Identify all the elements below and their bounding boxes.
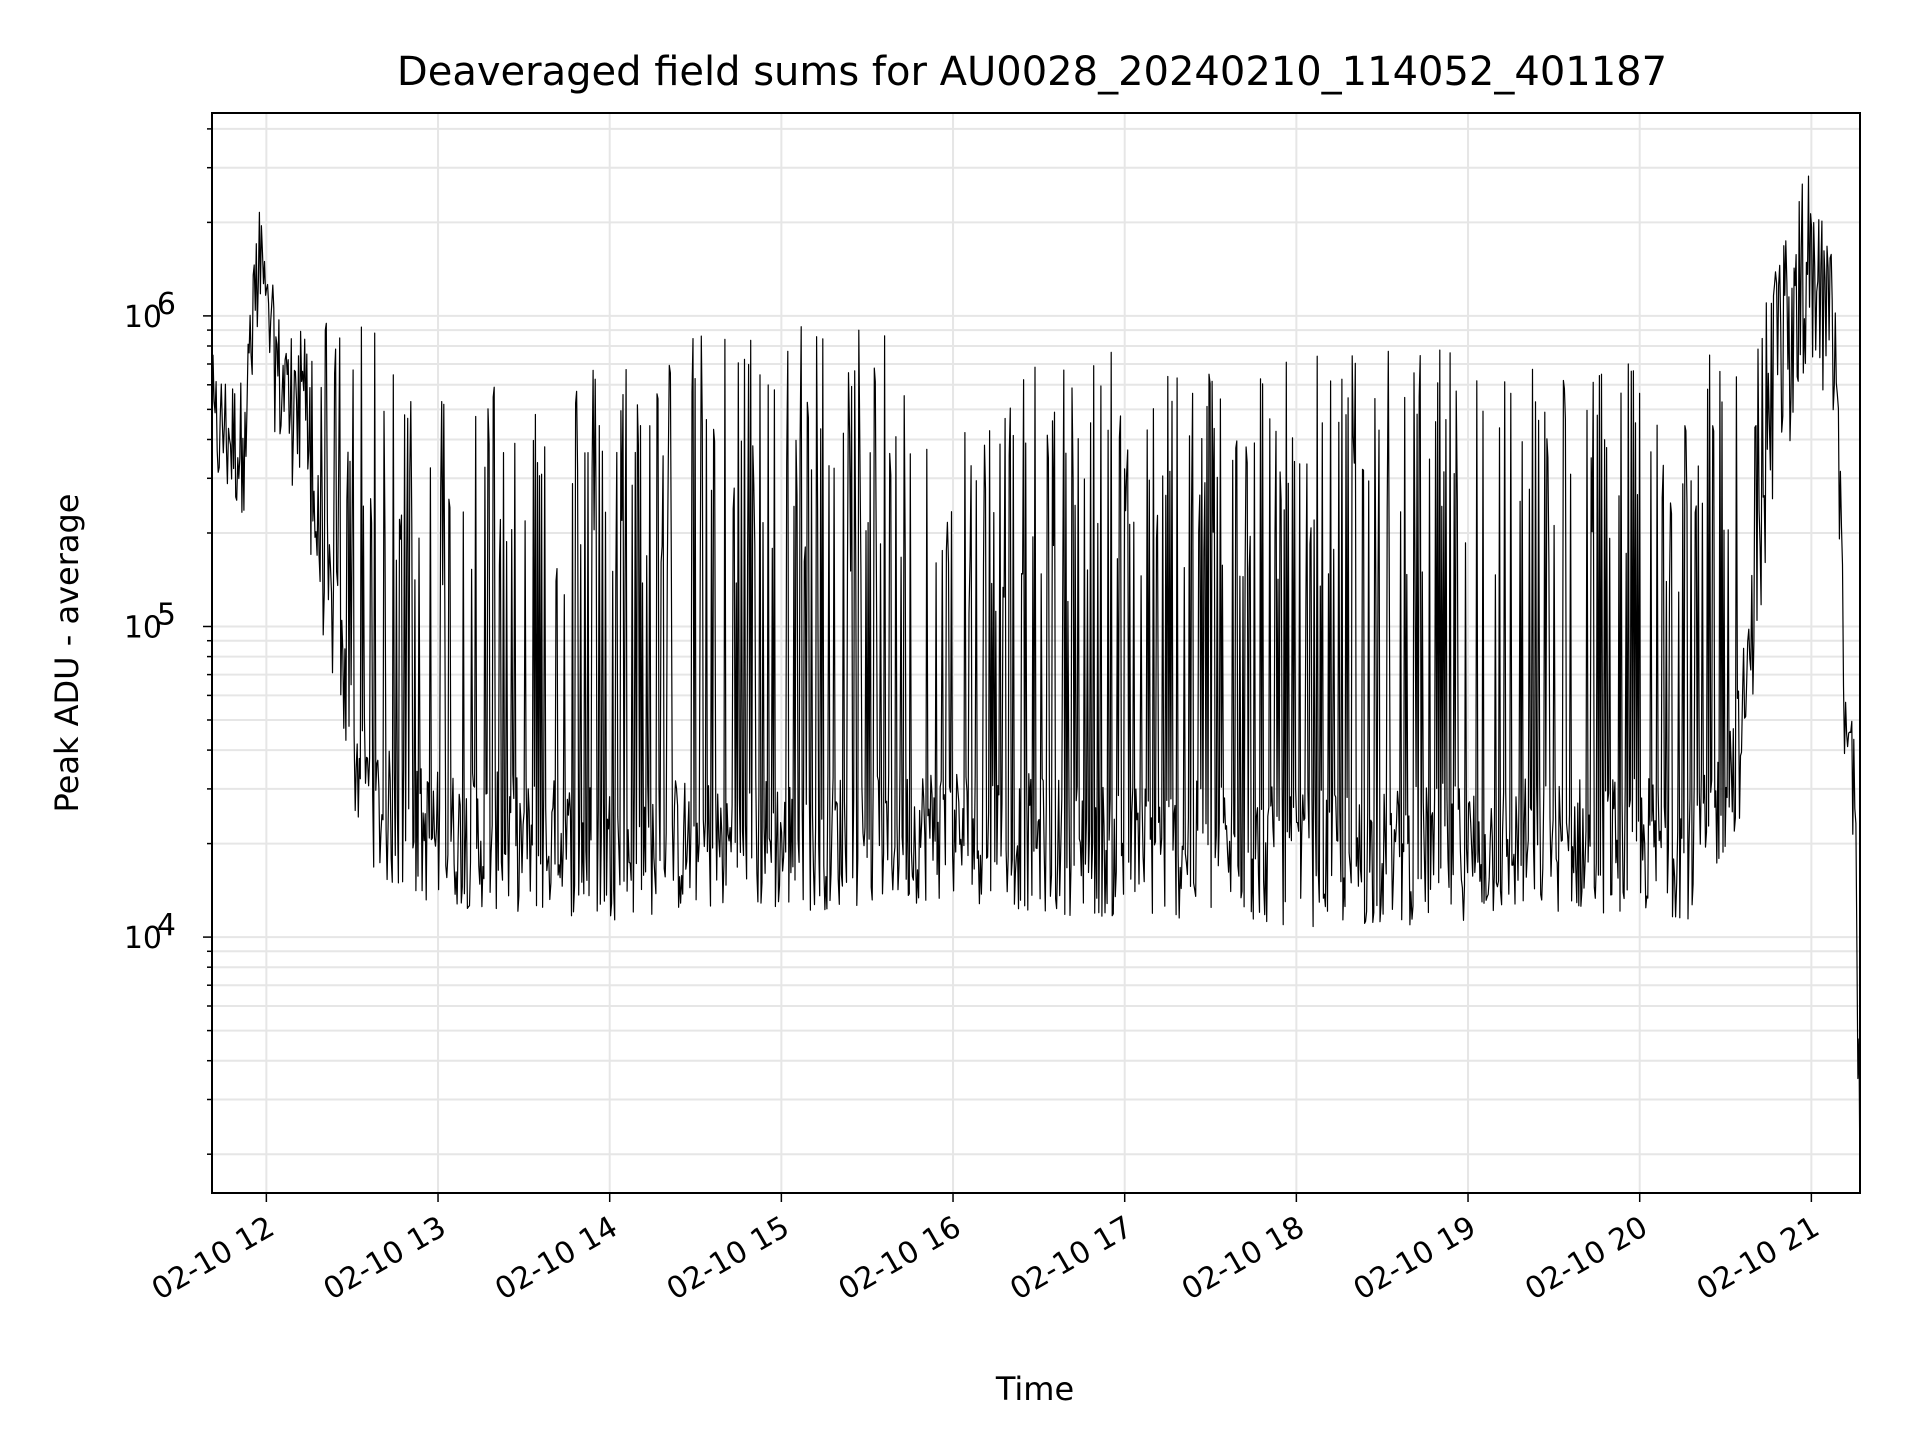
y-tick-label: 10 <box>124 300 162 335</box>
y-axis-title: Peak ADU - average <box>48 494 86 813</box>
plot-area-frame <box>211 112 1861 1194</box>
chart-title: Deaveraged field sums for AU0028_2024021… <box>397 49 1667 95</box>
series-line <box>211 175 1861 1194</box>
x-axis-title: Time <box>995 1370 1074 1408</box>
y-tick-label: 10 <box>124 610 162 645</box>
y-tick-exponent: 4 <box>157 908 176 943</box>
y-tick-label: 10 <box>124 921 162 956</box>
y-tick-exponent: 5 <box>157 597 176 632</box>
y-tick-exponent: 6 <box>157 287 176 322</box>
series-line-group <box>211 175 1861 1194</box>
